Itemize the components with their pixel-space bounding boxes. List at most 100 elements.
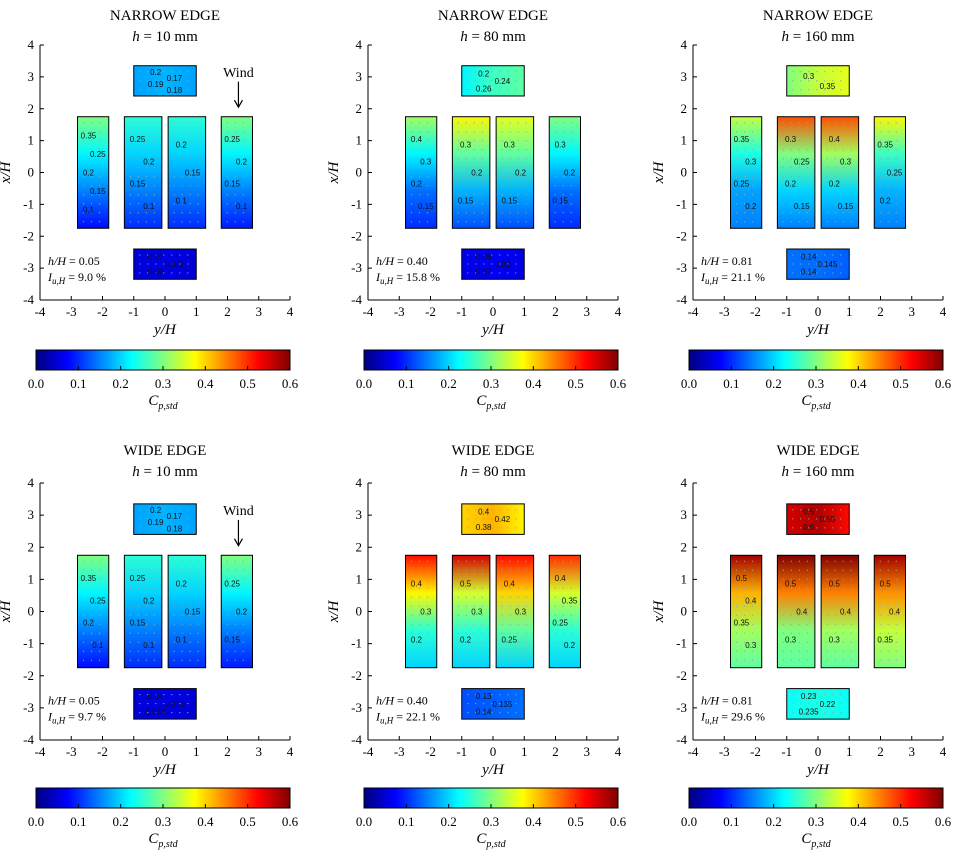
tap-point bbox=[82, 158, 85, 160]
tap-point bbox=[834, 632, 836, 634]
tap-point bbox=[98, 623, 101, 625]
param-I-value: = 9.0 % bbox=[65, 270, 106, 284]
tap-point bbox=[824, 518, 826, 520]
tap-point bbox=[153, 650, 155, 652]
tap-point bbox=[465, 212, 467, 214]
column-block-fill bbox=[873, 116, 906, 229]
tap-point bbox=[816, 694, 818, 696]
contour-label: 0.4 bbox=[889, 608, 901, 617]
tap-point bbox=[129, 578, 131, 580]
tap-point bbox=[792, 71, 794, 73]
tap-point bbox=[481, 131, 483, 133]
bottom-block-fill bbox=[786, 248, 850, 280]
contour-label: 0.4 bbox=[411, 135, 423, 144]
y-tick-label: 0 bbox=[28, 165, 35, 180]
param-hH-value: = 0.05 bbox=[66, 254, 100, 268]
tap-point bbox=[515, 527, 517, 529]
tap-point bbox=[834, 560, 836, 562]
tap-point bbox=[790, 632, 792, 634]
tap-point bbox=[173, 632, 175, 634]
tap-point bbox=[792, 694, 794, 696]
tap-point bbox=[491, 71, 493, 73]
tap-point bbox=[465, 131, 467, 133]
tap-point bbox=[139, 254, 141, 256]
tap-point bbox=[554, 632, 556, 634]
tap-point bbox=[517, 140, 519, 142]
tap-point bbox=[525, 131, 527, 133]
contour-label: 0.4 bbox=[504, 579, 516, 588]
contour-label: 0.07 bbox=[148, 692, 164, 701]
tap-point bbox=[171, 254, 173, 256]
contour-label: 0.35 bbox=[820, 82, 836, 91]
tap-point bbox=[145, 641, 147, 643]
tap-point bbox=[242, 131, 244, 133]
tap-point bbox=[816, 703, 818, 705]
tap-point bbox=[481, 185, 483, 187]
tap-point bbox=[155, 89, 157, 91]
tap-point bbox=[887, 167, 889, 169]
tap-point bbox=[98, 167, 101, 169]
param-I-value: = 21.1 % bbox=[718, 270, 765, 284]
tap-point bbox=[562, 122, 564, 124]
tap-point bbox=[90, 176, 93, 178]
tap-point bbox=[98, 194, 101, 196]
tap-point bbox=[153, 623, 155, 625]
tap-point bbox=[139, 712, 141, 714]
contour-label: 0.15 bbox=[224, 180, 240, 189]
contour-label: 0.3 bbox=[745, 157, 757, 166]
tap-point bbox=[181, 650, 183, 652]
x-tick-label: 0 bbox=[815, 744, 822, 759]
column-block-fill bbox=[77, 554, 110, 669]
h-var: h bbox=[781, 464, 789, 480]
tap-point bbox=[242, 587, 244, 589]
tap-point bbox=[457, 149, 459, 151]
tap-point bbox=[481, 140, 483, 142]
tap-point bbox=[226, 149, 228, 151]
tap-point bbox=[481, 605, 483, 607]
y-tick-label: -4 bbox=[676, 732, 687, 747]
tap-point bbox=[181, 176, 183, 178]
tap-point bbox=[491, 89, 493, 91]
tap-point bbox=[562, 587, 564, 589]
column-block: 0.250.20.150.1 bbox=[123, 116, 163, 229]
column-block-fill bbox=[548, 116, 581, 229]
tap-point bbox=[790, 659, 792, 661]
tap-point bbox=[570, 560, 572, 562]
tap-point bbox=[782, 131, 784, 133]
tap-point bbox=[410, 614, 413, 616]
tap-point bbox=[481, 659, 483, 661]
tap-point bbox=[834, 140, 836, 142]
tap-point bbox=[507, 254, 509, 256]
tap-point bbox=[171, 80, 173, 82]
tap-point bbox=[189, 650, 191, 652]
tap-point bbox=[887, 203, 889, 205]
tap-point bbox=[90, 185, 93, 187]
tap-point bbox=[879, 596, 881, 598]
column-block: 0.250.20.150.1 bbox=[220, 116, 253, 229]
contour-label: 0.4 bbox=[829, 135, 841, 144]
tap-point bbox=[226, 140, 228, 142]
contour-label: 0.074 bbox=[146, 707, 167, 716]
colorbar-label-sub: p,std bbox=[157, 839, 178, 850]
tap-point bbox=[90, 131, 93, 133]
tap-point bbox=[171, 518, 173, 520]
y-tick-label: -1 bbox=[351, 196, 362, 211]
x-tick-label: 3 bbox=[256, 304, 263, 319]
x-tick-label: 0 bbox=[815, 304, 822, 319]
tap-point bbox=[173, 167, 175, 169]
param-I-value: = 9.7 % bbox=[65, 710, 106, 724]
top-block: 0.50.550.6 bbox=[786, 503, 850, 535]
tap-point bbox=[743, 623, 746, 625]
tap-point bbox=[842, 632, 844, 634]
contour-label: 0.22 bbox=[820, 700, 836, 709]
tap-point bbox=[242, 614, 244, 616]
tap-point bbox=[418, 641, 421, 643]
tap-point bbox=[800, 254, 802, 256]
tap-point bbox=[90, 194, 93, 196]
contour-label: 0.42 bbox=[495, 515, 511, 524]
tap-point bbox=[735, 122, 738, 124]
tap-point bbox=[782, 632, 784, 634]
tap-point bbox=[887, 596, 889, 598]
tap-point bbox=[491, 712, 493, 714]
tap-point bbox=[751, 569, 754, 571]
